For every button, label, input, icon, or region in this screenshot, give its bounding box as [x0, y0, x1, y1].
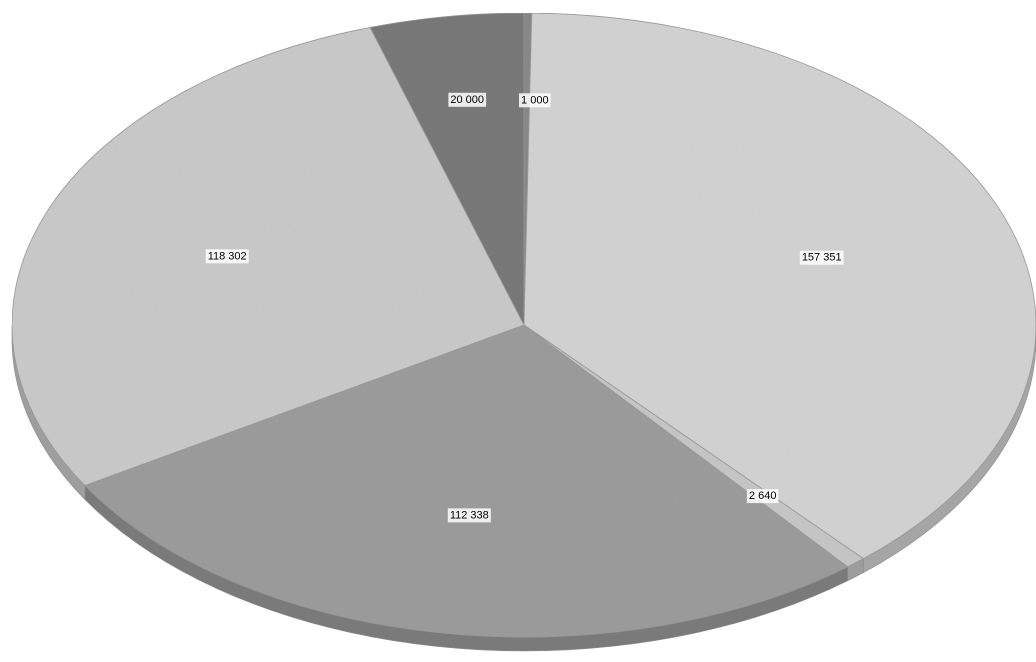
pie-label-group-20-000: 20 000 [448, 92, 487, 107]
pie-label-layer: 1 000 157 351 2 640 112 338 118 302 20 000 [205, 92, 844, 523]
pie-label-bg-157-351 [799, 250, 844, 265]
pie-label-group-1-000: 1 000 [519, 93, 551, 108]
pie-label-157-351: 157 351 [802, 252, 842, 264]
pie-label-112-338: 112 338 [450, 509, 489, 521]
pie-slice-112-338 [84, 324, 849, 638]
pie-label-2-640: 2 640 [749, 490, 777, 502]
pie-label-bg-1-000 [519, 93, 551, 108]
pie-label-bg-20-000 [448, 92, 487, 107]
pie-label-118-302: 118 302 [208, 250, 247, 262]
pie-label-bg-2-640 [746, 489, 779, 504]
pie-slice-118-302 [11, 26, 525, 486]
pie-label-group-112-338: 112 338 [447, 508, 491, 523]
pie-label-20-000: 20 000 [450, 94, 484, 106]
pie-label-1-000: 1 000 [521, 94, 549, 106]
pie-label-bg-112-338 [447, 508, 491, 523]
pie-label-group-118-302: 118 302 [205, 249, 249, 264]
pie-slice-157-351 [523, 12, 1036, 560]
pie-label-bg-118-302 [205, 249, 249, 264]
pie-slice-20-000 [369, 12, 525, 326]
pie-label-group-157-351: 157 351 [799, 250, 844, 265]
pie-slice-layer [11, 12, 1036, 638]
pie-label-group-2-640: 2 640 [746, 489, 779, 504]
